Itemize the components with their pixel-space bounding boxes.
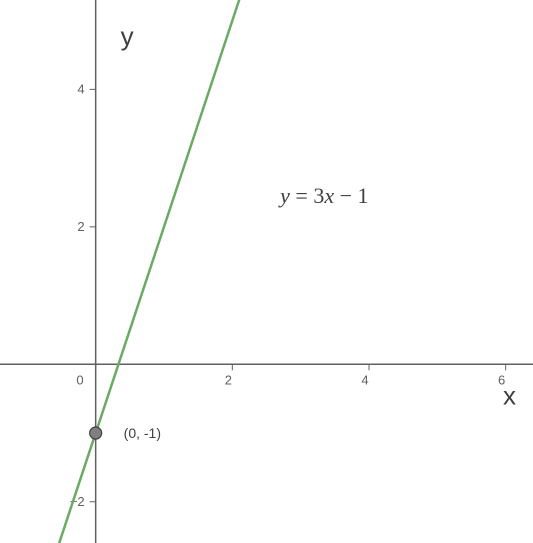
x-tick-label: 0	[76, 372, 83, 387]
x-tick-label: 4	[361, 372, 368, 387]
y-tick-label: 4	[77, 81, 84, 96]
line-chart: 0246x−224y(0, -1)y = 3x − 1	[0, 0, 533, 543]
x-axis-title: x	[503, 380, 516, 410]
y-axis-title: y	[121, 21, 134, 51]
equation-label: y = 3x − 1	[278, 183, 368, 208]
x-tick-label: 2	[225, 372, 232, 387]
intercept-point-label: (0, -1)	[124, 425, 161, 441]
intercept-point	[90, 427, 102, 439]
y-tick-label: 2	[77, 219, 84, 234]
chart-svg: 0246x−224y(0, -1)y = 3x − 1	[0, 0, 533, 543]
